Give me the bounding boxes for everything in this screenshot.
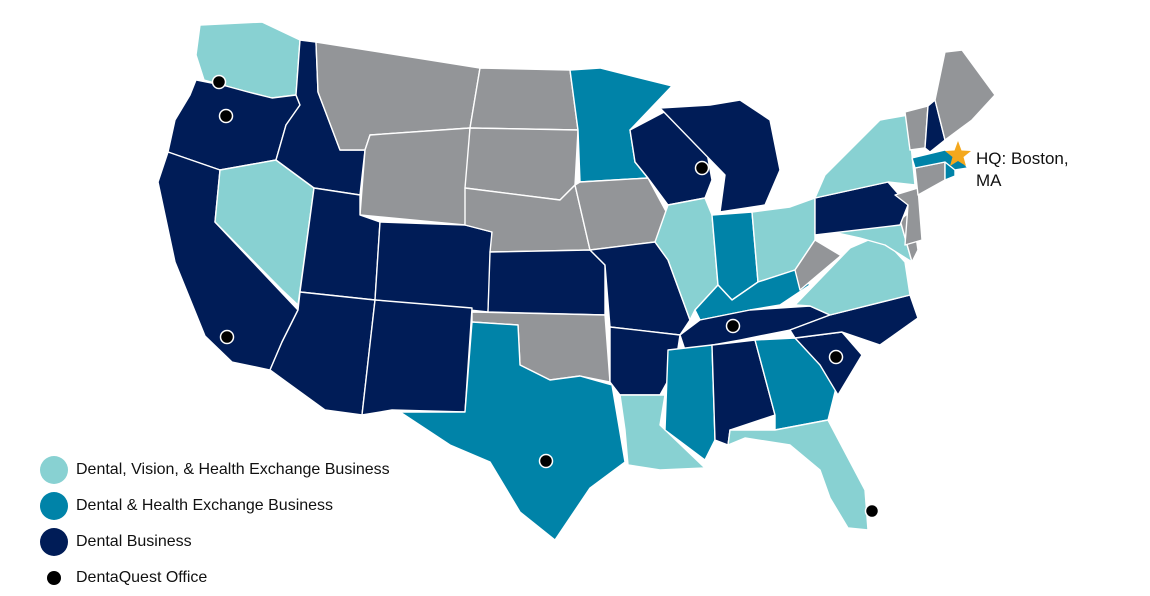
state-tx	[399, 321, 626, 541]
office-marker-wa	[211, 74, 227, 90]
legend-item-dvh: Dental, Vision, & Health Exchange Busine…	[40, 452, 390, 488]
state-ny	[814, 114, 916, 199]
office-marker-or	[218, 108, 234, 124]
state-mi	[659, 99, 781, 213]
office-marker-tx	[538, 453, 554, 469]
state-sd	[464, 127, 579, 201]
hq-label-line1: HQ: Boston,	[976, 149, 1069, 168]
offices-layer	[211, 74, 880, 519]
state-co	[374, 221, 493, 313]
state-nh	[924, 99, 946, 153]
states-layer	[157, 21, 996, 541]
state-vt	[904, 105, 929, 151]
state-me	[934, 49, 996, 141]
office-marker-wi	[694, 160, 710, 176]
state-la	[619, 394, 706, 471]
office-marker-ca	[219, 329, 235, 345]
state-va	[794, 234, 911, 316]
legend: Dental, Vision, & Health Exchange Busine…	[40, 452, 390, 596]
state-wy	[359, 127, 471, 226]
legend-label: Dental & Health Exchange Business	[76, 497, 334, 514]
state-nj	[894, 187, 923, 246]
state-ia	[574, 177, 669, 251]
state-fl	[727, 419, 869, 531]
state-ms	[664, 344, 716, 461]
legend-swatch-dental	[40, 528, 68, 556]
legend-item-office: DentaQuest Office	[40, 560, 390, 596]
state-ks	[487, 249, 606, 316]
legend-swatch-dvh	[40, 456, 68, 484]
state-id	[275, 39, 366, 196]
hq-label-line2: MA	[976, 171, 1002, 190]
state-nm	[361, 299, 473, 416]
star-icon	[945, 141, 971, 166]
legend-swatch-dh	[40, 492, 68, 520]
legend-item-dh: Dental & Health Exchange Business	[40, 488, 390, 524]
legend-label: Dental, Vision, & Health Exchange Busine…	[76, 461, 390, 478]
office-marker-fl	[864, 503, 880, 519]
hq-label: HQ: Boston, MA	[976, 148, 1106, 192]
office-marker-sc	[828, 349, 844, 365]
legend-label: Dental Business	[76, 533, 192, 550]
legend-swatch-office	[47, 571, 61, 585]
legend-label: DentaQuest Office	[76, 569, 208, 586]
state-nd	[469, 67, 579, 131]
legend-item-dental: Dental Business	[40, 524, 390, 560]
office-marker-tn	[725, 318, 741, 334]
